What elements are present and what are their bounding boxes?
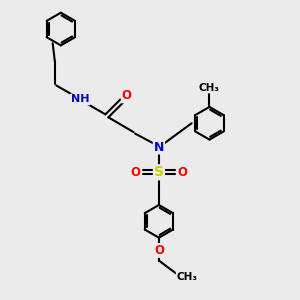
Text: S: S (154, 165, 164, 179)
Text: O: O (122, 89, 132, 102)
Text: NH: NH (71, 94, 89, 104)
Text: O: O (154, 244, 164, 257)
Text: O: O (130, 166, 140, 179)
Text: N: N (154, 140, 164, 154)
Text: CH₃: CH₃ (177, 272, 198, 282)
Text: O: O (178, 166, 188, 179)
Text: CH₃: CH₃ (199, 82, 220, 93)
